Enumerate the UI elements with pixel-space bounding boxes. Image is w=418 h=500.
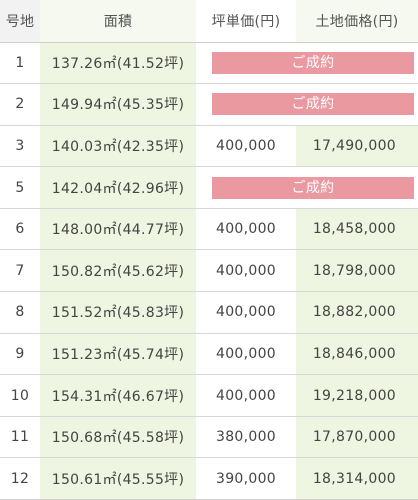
table-row: 10 154.31㎡(46.67坪) 400,000 19,218,000 xyxy=(0,374,418,417)
unit-price: 400,000 xyxy=(196,291,296,334)
lot-number: 1 xyxy=(0,42,40,84)
unit-price: 400,000 xyxy=(196,333,296,375)
lot-area: 154.31㎡(46.67坪) xyxy=(40,374,196,417)
lot-number: 8 xyxy=(0,291,40,334)
header-area: 面積 xyxy=(40,0,196,43)
lot-area: 149.94㎡(45.35坪) xyxy=(40,83,196,126)
unit-price: 400,000 xyxy=(196,374,296,417)
unit-price: 390,000 xyxy=(196,457,296,500)
sold-badge: ご成約 xyxy=(212,51,414,74)
table-row: 11 150.68㎡(45.58坪) 380,000 17,870,000 xyxy=(0,416,418,458)
unit-price: 380,000 xyxy=(196,416,296,458)
lot-number: 12 xyxy=(0,457,40,500)
land-price: 18,798,000 xyxy=(296,249,418,292)
land-price: 18,314,000 xyxy=(296,457,418,500)
table-body: 1 137.26㎡(41.52坪) ご成約 2 149.94㎡(45.35坪) ご成約 3 1… xyxy=(0,42,418,500)
land-price: 17,870,000 xyxy=(296,416,418,458)
sold-badge: ご成約 xyxy=(212,176,414,199)
land-price: 17,490,000 xyxy=(296,125,418,167)
table-row: 2 149.94㎡(45.35坪) ご成約 xyxy=(0,83,418,126)
lot-area: 137.26㎡(41.52坪) xyxy=(40,42,196,84)
table-row: 7 150.82㎡(45.62坪) 400,000 18,798,000 xyxy=(0,249,418,292)
land-price: 19,218,000 xyxy=(296,374,418,417)
lot-number: 2 xyxy=(0,83,40,126)
lot-number: 5 xyxy=(0,166,40,209)
table-row: 1 137.26㎡(41.52坪) ご成約 xyxy=(0,42,418,84)
lot-number: 6 xyxy=(0,208,40,250)
sold-cell: ご成約 xyxy=(196,83,418,126)
lot-area: 150.68㎡(45.58坪) xyxy=(40,416,196,458)
land-price: 18,882,000 xyxy=(296,291,418,334)
table-row: 6 148.00㎡(44.77坪) 400,000 18,458,000 xyxy=(0,208,418,250)
sold-cell: ご成約 xyxy=(196,166,418,209)
header-unit-price: 坪単価(円) xyxy=(196,0,296,43)
unit-price: 400,000 xyxy=(196,208,296,250)
lot-number: 10 xyxy=(0,374,40,417)
lot-number: 11 xyxy=(0,416,40,458)
table-row: 9 151.23㎡(45.74坪) 400,000 18,846,000 xyxy=(0,333,418,375)
lot-area: 148.00㎡(44.77坪) xyxy=(40,208,196,250)
lot-area: 142.04㎡(42.96坪) xyxy=(40,166,196,209)
lot-area: 150.61㎡(45.55坪) xyxy=(40,457,196,500)
header-land-price: 土地価格(円) xyxy=(296,0,418,43)
lot-area: 151.52㎡(45.83坪) xyxy=(40,291,196,334)
lot-number: 3 xyxy=(0,125,40,167)
lot-number: 7 xyxy=(0,249,40,292)
table-row: 3 140.03㎡(42.35坪) 400,000 17,490,000 xyxy=(0,125,418,167)
unit-price: 400,000 xyxy=(196,125,296,167)
unit-price: 400,000 xyxy=(196,249,296,292)
table-row: 8 151.52㎡(45.83坪) 400,000 18,882,000 xyxy=(0,291,418,334)
land-price: 18,458,000 xyxy=(296,208,418,250)
sold-cell: ご成約 xyxy=(196,42,418,84)
sold-badge: ご成約 xyxy=(212,93,414,116)
land-price: 18,846,000 xyxy=(296,333,418,375)
table-header-row: 号地 面積 坪単価(円) 土地価格(円) xyxy=(0,0,418,43)
lot-area: 151.23㎡(45.74坪) xyxy=(40,333,196,375)
table-row: 12 150.61㎡(45.55坪) 390,000 18,314,000 xyxy=(0,457,418,500)
lot-area: 140.03㎡(42.35坪) xyxy=(40,125,196,167)
lot-area: 150.82㎡(45.62坪) xyxy=(40,249,196,292)
lot-number: 9 xyxy=(0,333,40,375)
table-row: 5 142.04㎡(42.96坪) ご成約 xyxy=(0,166,418,209)
header-lot: 号地 xyxy=(0,0,40,43)
